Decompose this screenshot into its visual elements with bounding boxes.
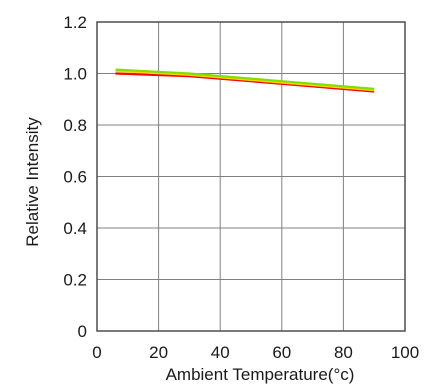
x-tick-label: 20 — [149, 343, 168, 362]
series-line-2 — [115, 69, 375, 92]
y-tick-label: 0.2 — [63, 271, 87, 290]
y-tick-label: 0.8 — [63, 116, 87, 135]
x-tick-labels: 0 20 40 60 80 100 — [92, 343, 419, 362]
x-tick-label: 0 — [92, 343, 101, 362]
y-tick-label: 0.6 — [63, 168, 87, 187]
series-line-1 — [115, 72, 375, 93]
x-tick-label: 80 — [334, 343, 353, 362]
y-tick-label: 1.2 — [63, 13, 87, 32]
x-tick-label: 40 — [211, 343, 230, 362]
data-series — [115, 68, 375, 93]
y-axis-title: Relative Intensity — [23, 117, 42, 247]
series-line-3 — [115, 68, 375, 90]
y-tick-label: 0 — [78, 322, 87, 341]
y-tick-label: 1.0 — [63, 65, 87, 84]
plot-frame — [96, 21, 406, 332]
y-tick-labels: 0 0.2 0.4 0.6 0.8 1.0 1.2 — [63, 13, 87, 341]
x-tick-label: 100 — [391, 343, 419, 362]
y-tick-label: 0.4 — [63, 219, 87, 238]
x-tick-label: 60 — [272, 343, 291, 362]
x-axis-title: Ambient Temperature(°c) — [166, 365, 355, 384]
